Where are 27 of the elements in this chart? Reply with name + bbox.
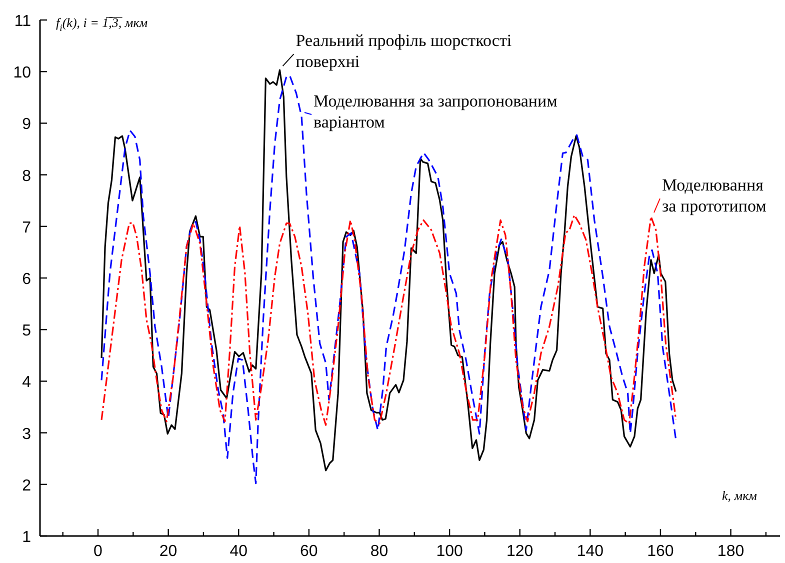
y-tick-label: 9 bbox=[22, 116, 32, 134]
x-tick-label: 180 bbox=[717, 543, 744, 560]
x-tick-label: 100 bbox=[436, 543, 463, 560]
y-tick-label: 10 bbox=[13, 64, 32, 82]
x-tick-label: 80 bbox=[370, 543, 388, 560]
y-tick-label: 3 bbox=[22, 426, 32, 443]
y-tick-label: 6 bbox=[22, 271, 32, 288]
legend-label: Реальний профіль шорсткості поверхні bbox=[296, 31, 512, 72]
y-tick-label: 11 bbox=[14, 13, 32, 30]
y-tick-label: 5 bbox=[22, 322, 32, 340]
y-tick-label: 4 bbox=[22, 374, 32, 392]
y-tick-label: 1 bbox=[22, 529, 32, 546]
x-axis-title: k, мкм bbox=[722, 488, 757, 503]
y-tick-label: 7 bbox=[22, 219, 32, 236]
x-tick-label: 160 bbox=[647, 543, 674, 560]
x-tick-label: 120 bbox=[506, 543, 534, 560]
y-tick-label: 8 bbox=[22, 168, 32, 185]
x-tick-label: 20 bbox=[159, 543, 178, 560]
x-tick-label: 140 bbox=[576, 543, 604, 560]
line-series bbox=[100, 214, 677, 426]
legend-label: Моделювання за прототипом bbox=[662, 176, 767, 216]
y-axis-title: f$_{i}$(k), i = 1̅,̅3̅, мкм bbox=[56, 15, 148, 34]
x-tick-label: 60 bbox=[300, 543, 318, 560]
legend-label: Моделювання за запропонованим варіантом bbox=[314, 91, 558, 132]
y-tick-label: 2 bbox=[22, 477, 32, 494]
x-tick-label: 40 bbox=[230, 543, 248, 560]
x-tick-label: 0 bbox=[94, 543, 103, 560]
